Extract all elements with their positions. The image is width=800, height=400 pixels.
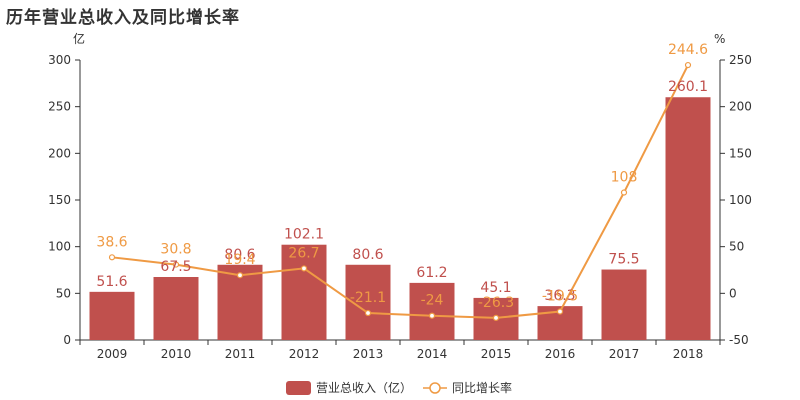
bar-value-label: 75.5 (608, 252, 639, 268)
legend: 营业总收入（亿） 同比增长率 (286, 380, 512, 395)
line-value-label: -21.1 (350, 290, 386, 306)
line-value-label: -24 (421, 293, 444, 309)
growth-line (111, 64, 689, 319)
bar-value-label: 51.6 (96, 274, 127, 290)
chart-title: 历年营业总收入及同比增长率 (6, 8, 240, 28)
line-point[interactable] (108, 254, 116, 261)
right-axis-tick-label: 200 (729, 100, 752, 114)
legend-line-label[interactable]: 同比增长率 (452, 380, 512, 395)
line-point[interactable] (684, 61, 692, 69)
bar-series (89, 97, 711, 341)
line-point[interactable] (236, 272, 244, 279)
x-axis: 2009 2010 2011 2012 2013 2014 2015 2016 2017 2018 (79, 339, 721, 361)
line-point[interactable] (172, 261, 180, 268)
left-axis-tick-label: 0 (63, 333, 71, 347)
right-axis-unit: % (714, 32, 725, 46)
left-axis-tick-label: 200 (48, 146, 71, 160)
x-axis-tick-label: 2010 (161, 347, 192, 361)
bar-value-label: 45.1 (480, 280, 511, 296)
bar-value-label: 260.1 (668, 79, 708, 95)
right-axis: -50 0 50 100 150 200 250 (719, 53, 752, 347)
x-axis-tick-label: 2013 (353, 347, 384, 361)
legend-bar-swatch[interactable] (286, 381, 311, 395)
line-point[interactable] (620, 189, 628, 196)
left-axis-tick-label: 250 (48, 100, 71, 114)
bar-data-labels: 51.6 67.5 80.6 102.1 80.6 61.2 45.1 36.3 75.5 260… (96, 79, 708, 304)
bar-value-label: 61.2 (416, 265, 447, 281)
line-value-label: 244.6 (668, 42, 708, 58)
line-data-labels: 38.6 30.8 19.4 26.7 -21.1 -24 -26.3 -19.5 108 244… (96, 42, 708, 311)
x-axis-tick-label: 2009 (97, 347, 128, 361)
line-point[interactable] (556, 308, 564, 315)
line-value-label: 38.6 (96, 234, 127, 250)
right-axis-tick-label: 150 (729, 146, 752, 160)
bar-value-label: 102.1 (284, 227, 324, 243)
x-axis-tick-label: 2011 (225, 347, 256, 361)
legend-line-marker[interactable] (429, 382, 441, 394)
right-axis-tick-label: -50 (729, 333, 749, 347)
line-value-label: 30.8 (160, 242, 191, 258)
legend-bar-label[interactable]: 营业总收入（亿） (316, 380, 412, 395)
line-point[interactable] (428, 312, 436, 319)
x-axis-tick-label: 2016 (545, 347, 576, 361)
line-value-label: 19.4 (224, 252, 255, 268)
line-point[interactable] (300, 265, 308, 272)
line-value-label: -26.3 (478, 295, 514, 311)
left-axis-unit: 亿 (73, 31, 85, 46)
bar[interactable] (409, 282, 455, 340)
bar-value-label: 36.3 (544, 288, 575, 304)
line-point[interactable] (364, 309, 372, 317)
right-axis-tick-label: 50 (729, 240, 744, 254)
bar[interactable] (665, 97, 711, 341)
bar[interactable] (281, 244, 327, 340)
left-axis: 0 50 100 150 200 250 300 (48, 53, 81, 347)
bar[interactable] (601, 269, 647, 340)
bar-value-label: 80.6 (224, 247, 255, 263)
bar[interactable] (153, 277, 199, 340)
bar-value-label: 80.6 (352, 247, 383, 263)
line-point[interactable] (492, 314, 500, 321)
line-value-label: 108 (611, 170, 638, 186)
growth-line-series (108, 61, 692, 321)
right-axis-tick-label: 0 (729, 286, 737, 300)
left-axis-tick-label: 300 (48, 53, 71, 67)
right-axis-tick-label: 250 (729, 53, 752, 67)
x-axis-tick-label: 2014 (417, 347, 448, 361)
x-axis-tick-label: 2012 (289, 347, 320, 361)
line-value-label: 26.7 (288, 245, 319, 261)
x-axis-tick-label: 2017 (609, 347, 640, 361)
left-axis-tick-label: 50 (56, 286, 71, 300)
line-value-label: -19.5 (542, 289, 578, 305)
left-axis-tick-label: 100 (48, 240, 71, 254)
left-axis-tick-label: 150 (48, 193, 71, 207)
bar[interactable] (89, 291, 135, 340)
right-axis-tick-label: 100 (729, 193, 752, 207)
x-axis-tick-label: 2015 (481, 347, 512, 361)
x-axis-tick-label: 2018 (673, 347, 704, 361)
bar-value-label: 67.5 (160, 259, 191, 275)
